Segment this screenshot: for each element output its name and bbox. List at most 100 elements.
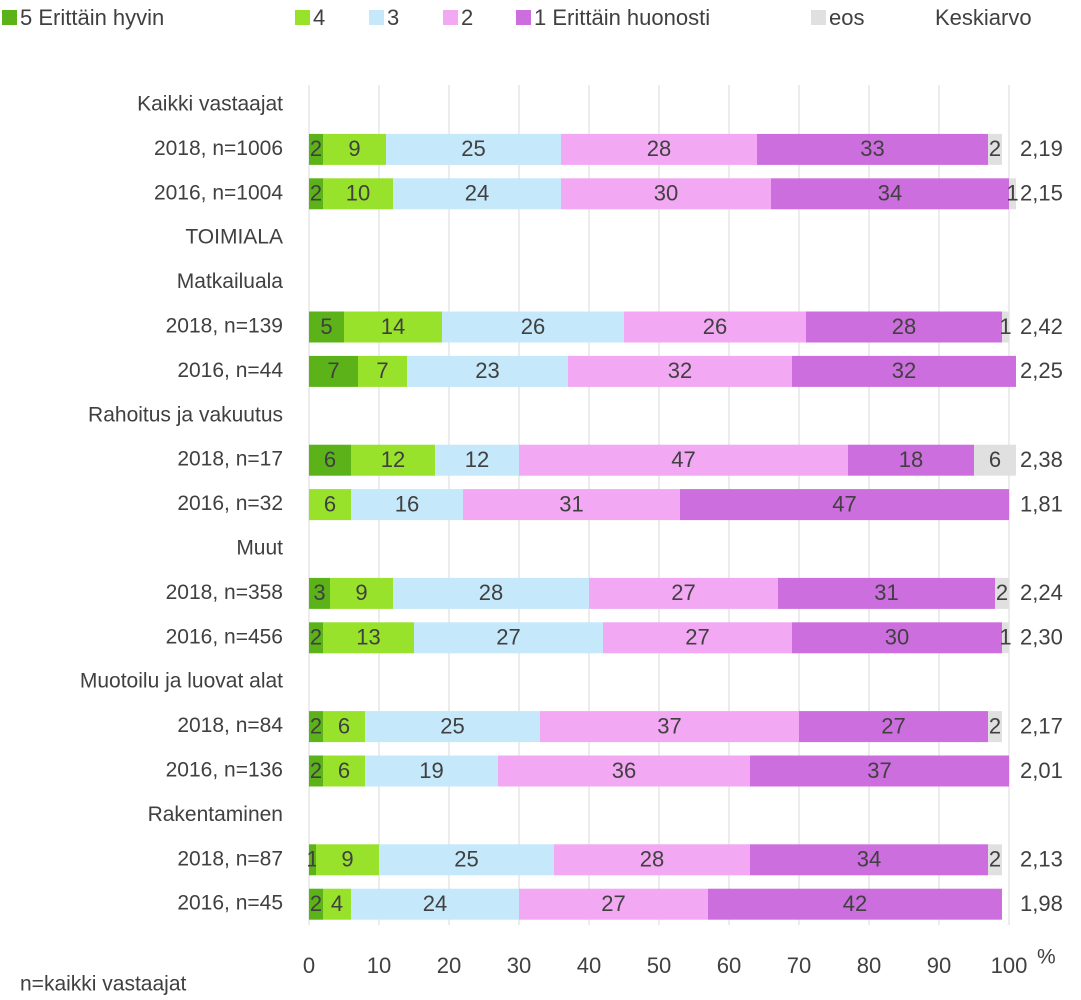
segment-label: 24 bbox=[465, 181, 489, 206]
bar-segment bbox=[603, 622, 792, 654]
bar-segment bbox=[365, 711, 540, 743]
category-label: TOIMIALA bbox=[185, 226, 283, 249]
bar-segment bbox=[589, 577, 778, 609]
category-label: 2018, n=84 bbox=[177, 714, 283, 737]
segment-label: 30 bbox=[885, 625, 909, 650]
x-tick-label: 90 bbox=[927, 953, 951, 978]
segment-label: 42 bbox=[843, 891, 867, 916]
segment-label: 47 bbox=[671, 447, 695, 472]
segment-label: 31 bbox=[874, 580, 898, 605]
category-label: Muut bbox=[236, 537, 283, 560]
legend-swatch bbox=[369, 10, 384, 25]
segment-label: 28 bbox=[647, 136, 671, 161]
segment-label: 33 bbox=[860, 136, 884, 161]
legend-label: 2 bbox=[461, 5, 473, 30]
segment-label: 2 bbox=[989, 136, 1001, 161]
segment-label: 23 bbox=[475, 358, 499, 383]
category-label: 2018, n=17 bbox=[177, 448, 283, 471]
x-tick-label: 20 bbox=[437, 953, 461, 978]
legend-swatch bbox=[516, 10, 531, 25]
segment-label: 1 bbox=[999, 625, 1011, 650]
bar-segment bbox=[393, 577, 589, 609]
segment-label: 2 bbox=[996, 580, 1008, 605]
bar-segment bbox=[519, 888, 708, 920]
bar-segment bbox=[771, 178, 1009, 210]
average-label: 2,15 bbox=[1020, 181, 1063, 206]
x-tick-label: 100 bbox=[991, 953, 1028, 978]
bar-segment bbox=[778, 577, 995, 609]
segment-label: 16 bbox=[395, 491, 419, 516]
legend-swatch bbox=[811, 10, 826, 25]
segment-label: 6 bbox=[324, 447, 336, 472]
bar-segment bbox=[316, 844, 379, 876]
bar-segment bbox=[708, 888, 1002, 920]
category-label: 2016, n=1004 bbox=[154, 181, 283, 204]
bar-segment bbox=[393, 178, 561, 210]
segment-label: 27 bbox=[881, 713, 905, 738]
bar-segment bbox=[624, 311, 806, 343]
segment-label: 47 bbox=[832, 491, 856, 516]
segment-label: 32 bbox=[892, 358, 916, 383]
segment-label: 28 bbox=[479, 580, 503, 605]
category-label: 2018, n=87 bbox=[177, 847, 283, 870]
segment-label: 27 bbox=[601, 891, 625, 916]
bar-segment bbox=[750, 755, 1009, 787]
segment-label: 30 bbox=[654, 181, 678, 206]
bar-segment bbox=[309, 489, 351, 521]
bar-segment bbox=[309, 755, 323, 787]
segment-label: 18 bbox=[899, 447, 923, 472]
bar-segment bbox=[1009, 178, 1016, 210]
note: n=kaikki vastaajat bbox=[20, 973, 187, 996]
average-label: 1,98 bbox=[1020, 891, 1063, 916]
segment-label: 37 bbox=[867, 758, 891, 783]
segment-label: 6 bbox=[338, 758, 350, 783]
bar-segment bbox=[351, 489, 463, 521]
bar-segment bbox=[561, 133, 757, 165]
bar-segment bbox=[309, 133, 323, 165]
bar-segment bbox=[799, 711, 988, 743]
segment-label: 2 bbox=[310, 758, 322, 783]
bar-segment bbox=[1002, 622, 1009, 654]
segment-label: 37 bbox=[657, 713, 681, 738]
legend-label: eos bbox=[829, 5, 864, 30]
bar-segment bbox=[351, 888, 519, 920]
bar-segment bbox=[806, 311, 1002, 343]
average-label: 2,01 bbox=[1020, 758, 1063, 783]
legend-label: 5 Erittäin hyvin bbox=[20, 5, 164, 30]
segment-label: 12 bbox=[465, 447, 489, 472]
bar-segment bbox=[995, 577, 1009, 609]
average-label: 2,13 bbox=[1020, 847, 1063, 872]
average-label: 2,17 bbox=[1020, 713, 1063, 738]
category-label: Rahoitus ja vakuutus bbox=[88, 403, 283, 426]
segment-label: 6 bbox=[989, 447, 1001, 472]
x-tick-label: 70 bbox=[787, 953, 811, 978]
segment-label: 4 bbox=[331, 891, 343, 916]
segment-label: 14 bbox=[381, 314, 405, 339]
average-label: 2,24 bbox=[1020, 580, 1063, 605]
segment-label: 36 bbox=[612, 758, 636, 783]
average-label: 2,42 bbox=[1020, 314, 1063, 339]
category-label: 2016, n=44 bbox=[177, 359, 283, 382]
x-tick-label: 40 bbox=[577, 953, 601, 978]
legend-label: 3 bbox=[387, 5, 399, 30]
bar-segment bbox=[323, 133, 386, 165]
bar-segment bbox=[309, 711, 323, 743]
bar-segment bbox=[988, 711, 1002, 743]
segment-label: 2 bbox=[310, 136, 322, 161]
x-unit: % bbox=[1037, 946, 1056, 969]
x-tick-label: 50 bbox=[647, 953, 671, 978]
segment-label: 2 bbox=[310, 713, 322, 738]
bar-segment bbox=[757, 133, 988, 165]
segment-label: 34 bbox=[857, 847, 881, 872]
segment-label: 25 bbox=[454, 847, 478, 872]
x-tick-label: 0 bbox=[303, 953, 315, 978]
legend-swatch bbox=[443, 10, 458, 25]
bar-segment bbox=[344, 311, 442, 343]
bar-segment bbox=[792, 355, 1016, 387]
segment-label: 34 bbox=[878, 181, 902, 206]
segment-label: 13 bbox=[356, 625, 380, 650]
bar-segment bbox=[1002, 311, 1009, 343]
segment-label: 2 bbox=[310, 181, 322, 206]
bar-segment bbox=[848, 444, 974, 476]
bar-segment bbox=[323, 888, 351, 920]
